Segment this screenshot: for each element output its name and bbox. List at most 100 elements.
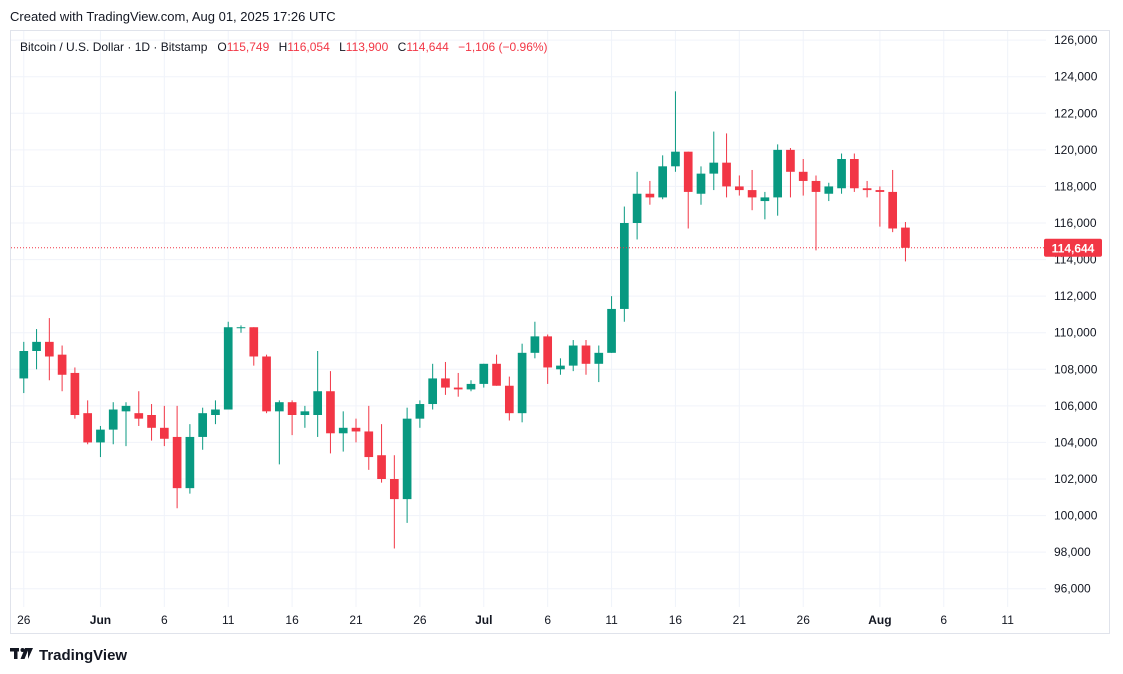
candle[interactable]: [287, 400, 297, 436]
candle[interactable]: [811, 175, 821, 251]
candle[interactable]: [147, 404, 156, 441]
candle[interactable]: [849, 153, 859, 192]
y-tick-label: 108,000: [1054, 362, 1098, 376]
candle[interactable]: [645, 180, 655, 205]
candle-body: [441, 378, 450, 388]
x-tick-label: 6: [544, 613, 551, 627]
candle[interactable]: [543, 334, 553, 384]
candle[interactable]: [108, 402, 118, 445]
candle[interactable]: [619, 206, 629, 322]
candle[interactable]: [658, 155, 668, 200]
candle[interactable]: [83, 400, 93, 445]
candle[interactable]: [96, 425, 105, 458]
candle[interactable]: [862, 180, 872, 198]
candle[interactable]: [44, 318, 54, 381]
candle[interactable]: [159, 405, 169, 447]
x-tick-label: 16: [669, 613, 683, 627]
candle[interactable]: [492, 354, 501, 386]
candle[interactable]: [441, 361, 450, 395]
candle[interactable]: [504, 376, 514, 421]
candle[interactable]: [351, 418, 361, 443]
candle[interactable]: [901, 222, 910, 262]
x-tick-label: 21: [733, 613, 747, 627]
candle[interactable]: [223, 321, 233, 410]
candle[interactable]: [888, 169, 898, 233]
change-value: −1,106 (−0.96%): [458, 40, 548, 54]
candle[interactable]: [415, 400, 425, 428]
candle[interactable]: [517, 343, 527, 423]
candle-body: [722, 162, 731, 187]
y-tick-label: 110,000: [1054, 326, 1097, 340]
candle[interactable]: [211, 400, 220, 425]
candle[interactable]: [581, 340, 591, 375]
candle[interactable]: [786, 148, 795, 198]
candle[interactable]: [57, 345, 67, 392]
candle[interactable]: [773, 144, 783, 216]
time-axis: 26 Jun 6 11 16 21 26 Jul 6 11 16 21 26 Aug 6 11: [17, 613, 1014, 627]
candle[interactable]: [530, 321, 540, 359]
candle[interactable]: [683, 151, 693, 229]
candle[interactable]: [709, 131, 719, 191]
candle[interactable]: [837, 153, 846, 194]
candle-body: [824, 186, 834, 194]
candle[interactable]: [121, 402, 131, 447]
candle-body: [594, 352, 604, 364]
candle-body: [32, 341, 41, 351]
candle[interactable]: [32, 329, 41, 370]
price-axis: 96,000 98,000 100,000 102,000 104,000 106,000…: [1054, 33, 1098, 596]
candle[interactable]: [70, 367, 80, 419]
candle-body: [837, 159, 846, 189]
candle[interactable]: [300, 405, 310, 428]
candle[interactable]: [364, 405, 374, 470]
candle[interactable]: [262, 354, 271, 414]
y-tick-label: 118,000: [1054, 179, 1097, 193]
candle[interactable]: [607, 296, 616, 353]
candle[interactable]: [568, 340, 578, 372]
tradingview-brand[interactable]: TradingView: [10, 646, 127, 664]
candle[interactable]: [198, 407, 208, 450]
candle[interactable]: [377, 424, 386, 483]
candle[interactable]: [453, 372, 463, 397]
candle-body: [96, 429, 105, 443]
candle[interactable]: [696, 166, 706, 205]
candle-body: [607, 308, 616, 353]
candle[interactable]: [274, 400, 284, 465]
candle-body: [632, 193, 642, 223]
candle[interactable]: [479, 363, 489, 388]
close-label: C: [397, 40, 407, 54]
candle-body: [901, 227, 910, 248]
candle[interactable]: [734, 175, 744, 196]
candle[interactable]: [632, 171, 642, 240]
candle[interactable]: [466, 380, 476, 392]
candle-body: [734, 186, 744, 191]
candle[interactable]: [19, 341, 29, 394]
candle[interactable]: [594, 345, 604, 383]
y-tick-label: 120,000: [1054, 143, 1098, 157]
candle[interactable]: [389, 455, 399, 549]
candle[interactable]: [236, 325, 246, 333]
candle-body: [530, 336, 540, 353]
candle[interactable]: [747, 169, 757, 211]
candle[interactable]: [326, 371, 335, 454]
candle-body: [773, 149, 783, 198]
candle[interactable]: [556, 358, 565, 375]
candle[interactable]: [875, 186, 885, 227]
candle[interactable]: [402, 407, 412, 523]
high-label: H: [278, 40, 288, 54]
candle[interactable]: [172, 405, 182, 509]
candle[interactable]: [338, 411, 348, 452]
candle[interactable]: [134, 391, 144, 426]
candle[interactable]: [760, 191, 770, 220]
candle[interactable]: [185, 424, 195, 494]
candle[interactable]: [428, 363, 438, 410]
candle[interactable]: [313, 351, 323, 437]
candle[interactable]: [722, 133, 731, 198]
candle-body: [568, 345, 578, 366]
candle[interactable]: [249, 327, 259, 366]
candle[interactable]: [671, 91, 680, 172]
symbol-title: Bitcoin / U.S. Dollar · 1D · Bitstamp: [20, 40, 208, 54]
candle-body: [134, 413, 144, 419]
candle[interactable]: [798, 159, 808, 196]
candle[interactable]: [824, 182, 834, 202]
